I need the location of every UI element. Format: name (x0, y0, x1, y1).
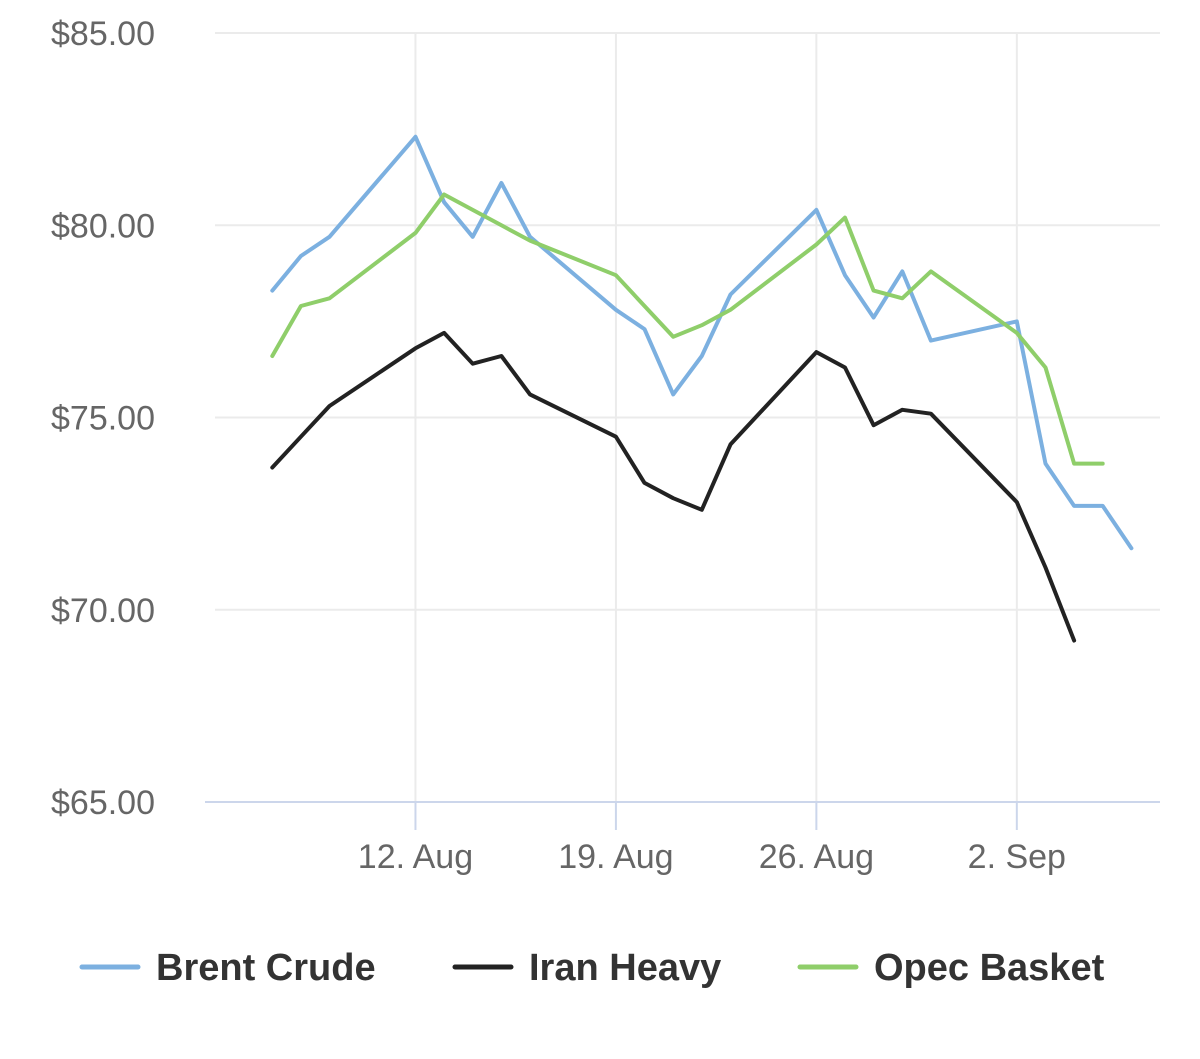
y-axis-ticks: $85.00 $80.00 $75.00 $70.00 $65.00 (51, 15, 155, 822)
legend-item-brent-crude[interactable]: Brent Crude (79, 947, 376, 989)
y-tick-label: $80.00 (51, 207, 155, 245)
x-tick-label: 2. Sep (968, 838, 1066, 876)
y-tick-label: $70.00 (51, 592, 155, 630)
legend-item-iran-heavy[interactable]: Iran Heavy (452, 947, 721, 989)
legend-label: Iran Heavy (529, 947, 721, 989)
grid (215, 32, 1160, 802)
legend-label: Opec Basket (874, 947, 1105, 989)
y-tick-label: $75.00 (51, 400, 155, 438)
x-tick-label: 19. Aug (558, 838, 673, 876)
legend-item-opec-basket[interactable]: Opec Basket (797, 947, 1105, 989)
x-tick-label: 12. Aug (358, 838, 473, 876)
x-tick-label: 26. Aug (759, 838, 874, 876)
series-line-brent-crude (270, 134, 1134, 551)
y-tick-label: $65.00 (51, 784, 155, 822)
y-tick-label: $85.00 (51, 15, 155, 53)
legend-label: Brent Crude (156, 947, 376, 989)
series-lines (270, 134, 1134, 643)
x-axis: 12. Aug 19. Aug 26. Aug 2. Sep (205, 801, 1160, 876)
series-line-iran-heavy (270, 330, 1077, 643)
series-line-opec-basket (270, 192, 1105, 466)
legend[interactable]: Brent Crude Iran Heavy Opec Basket (79, 947, 1105, 989)
